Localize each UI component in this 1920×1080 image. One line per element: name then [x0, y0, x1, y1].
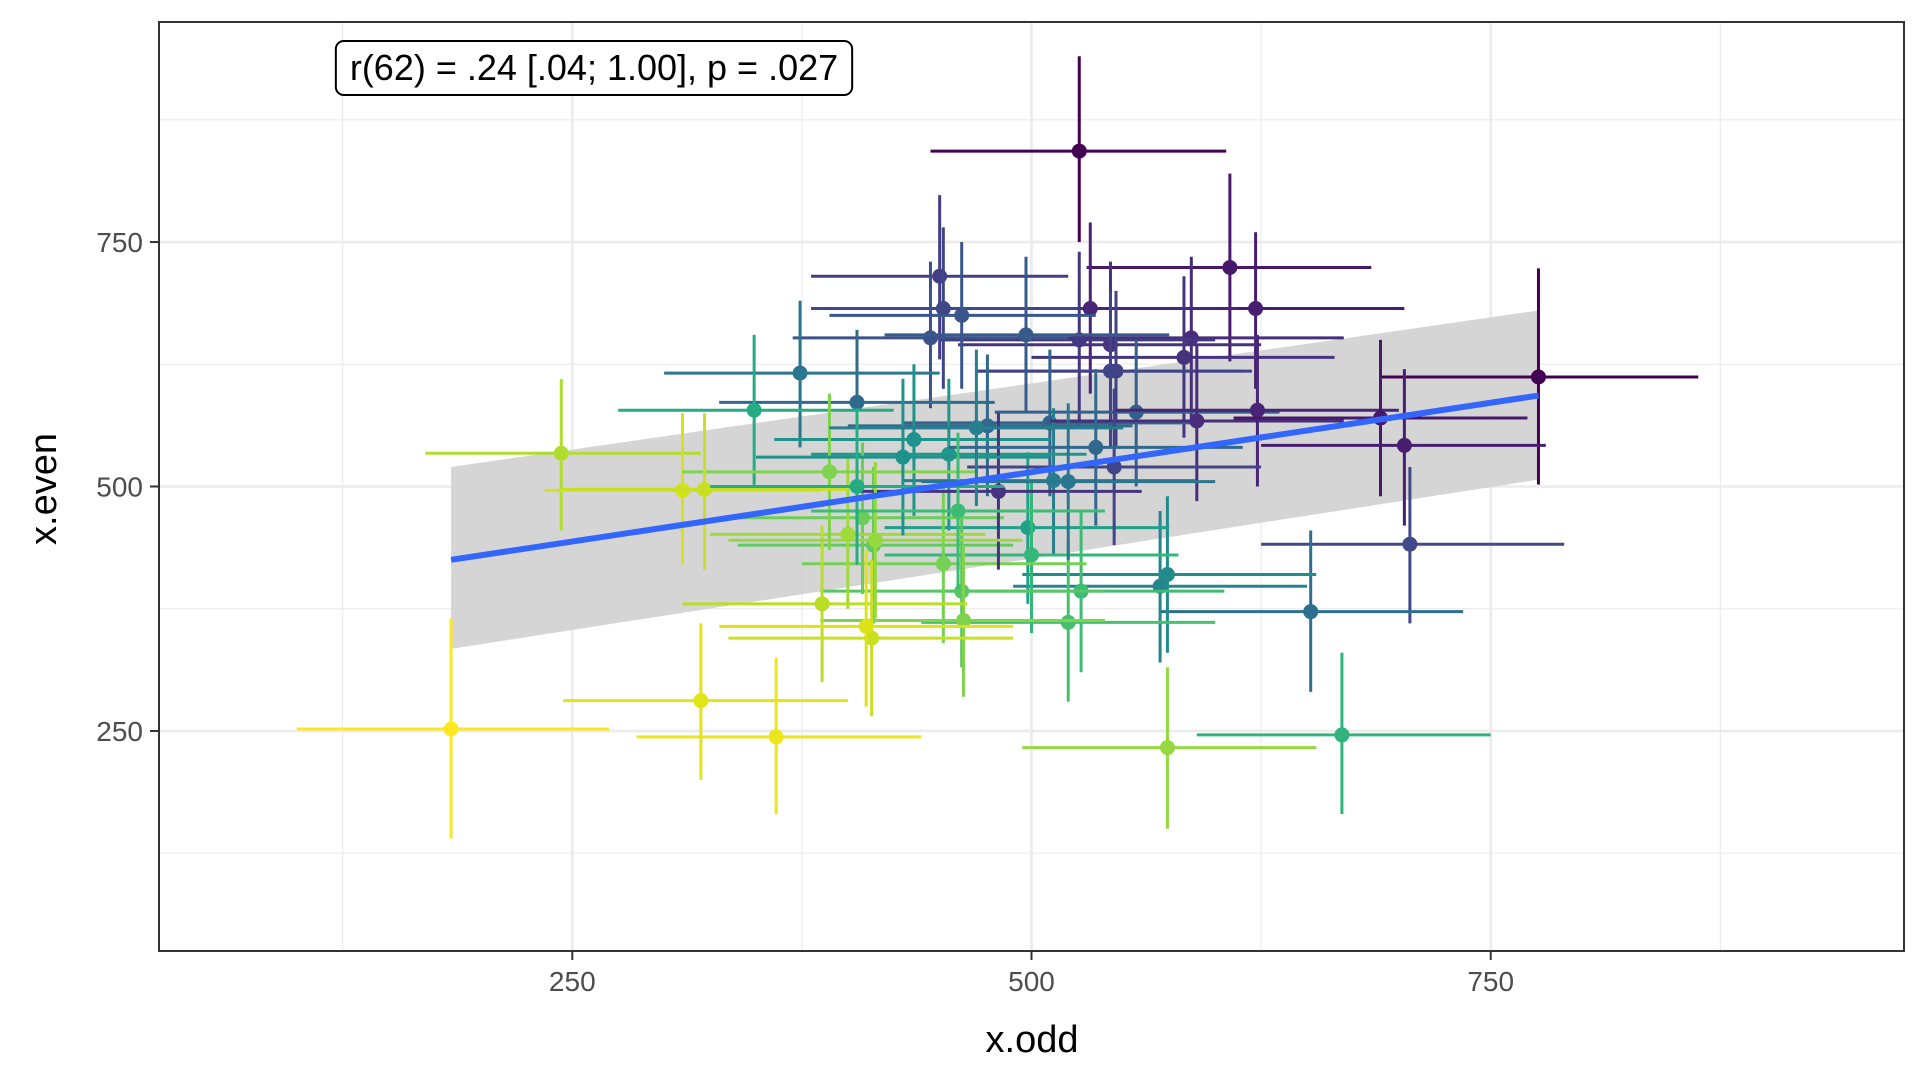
data-point [956, 612, 972, 628]
trend-line [450, 392, 1539, 563]
data-point-group [682, 525, 968, 683]
correlation-annotation: r(62) = .24 [.04; 1.00], p = .027 [334, 40, 854, 96]
data-point [1020, 520, 1036, 536]
data-point-group [296, 618, 610, 839]
data-point-group [829, 242, 1096, 389]
data-point [1159, 740, 1175, 756]
data-point [954, 583, 970, 599]
y-axis-title: x.even [23, 433, 65, 545]
data-point-group [1380, 268, 1699, 485]
data-point [814, 596, 830, 612]
data-point-group [811, 227, 1078, 389]
data-point-group [664, 300, 940, 448]
data-point [1183, 330, 1199, 346]
data-point-group [425, 378, 701, 531]
data-point-group [1196, 652, 1491, 815]
data-points-layer [296, 56, 1699, 839]
data-point [1530, 369, 1546, 385]
data-point-group [728, 559, 1014, 717]
data-point-group [719, 550, 1014, 707]
data-point [1071, 143, 1087, 159]
data-point [1176, 349, 1192, 365]
data-point [1088, 439, 1104, 455]
trend-line-layer [450, 392, 1539, 563]
data-point [1082, 301, 1098, 317]
data-point-group [1114, 334, 1399, 487]
data-point-group [618, 334, 894, 487]
data-point-group [1022, 496, 1317, 653]
data-point [840, 526, 856, 542]
data-point [1102, 363, 1118, 379]
data-point [768, 729, 784, 745]
data-point [867, 532, 883, 548]
data-point [849, 394, 865, 410]
annotation-box [334, 40, 854, 96]
data-point [1396, 437, 1412, 453]
data-point-group [811, 432, 1105, 590]
data-point [954, 307, 970, 323]
data-point [1159, 567, 1175, 583]
data-point-group [1086, 173, 1372, 362]
data-point-group [801, 486, 1087, 643]
y-tick-label: 250 [96, 716, 143, 747]
data-point [1060, 614, 1076, 630]
data-point [1018, 327, 1034, 343]
data-point [1402, 536, 1418, 552]
data-point [858, 618, 874, 634]
data-point [906, 432, 922, 448]
x-axis-title: x.odd [986, 1019, 1079, 1061]
data-point [968, 420, 984, 436]
data-point-group [710, 457, 986, 609]
data-point [1334, 727, 1350, 743]
data-point [895, 449, 911, 465]
x-tick-label: 250 [549, 966, 596, 997]
data-point [443, 721, 459, 737]
data-point [1249, 402, 1265, 418]
data-point-group [563, 413, 848, 570]
data-point [746, 402, 762, 418]
data-point [935, 301, 951, 317]
data-point [1128, 404, 1144, 420]
data-point [697, 481, 713, 497]
data-point [932, 268, 948, 284]
data-point [1189, 413, 1205, 429]
data-point-group [682, 393, 977, 551]
x-tick-label: 500 [1008, 966, 1055, 997]
data-point [1222, 259, 1238, 275]
data-point-group [884, 256, 1170, 414]
annotation-text: r(62) = .24 [.04; 1.00], p = .027 [350, 47, 838, 88]
data-point-group [1022, 667, 1317, 829]
data-point [922, 330, 938, 346]
data-point-group [994, 339, 1280, 487]
axis-ticks-layer: 250 500 750 250 500 750 [96, 227, 1514, 997]
data-point [950, 503, 966, 519]
data-point-group [755, 378, 1050, 536]
y-tick-label: 750 [96, 227, 143, 258]
data-point [941, 446, 957, 462]
data-point-group [563, 623, 848, 780]
data-point [1303, 604, 1319, 620]
data-point-group [728, 462, 1023, 619]
data-point-group [884, 481, 1179, 634]
data-point [1024, 547, 1039, 563]
data-point-group [939, 251, 1216, 428]
y-tick-label: 500 [96, 472, 143, 503]
data-point [1060, 474, 1076, 490]
data-point-group [930, 56, 1227, 243]
data-point-group [636, 657, 922, 815]
data-point [1248, 301, 1264, 317]
data-point [849, 479, 865, 494]
data-point [821, 464, 837, 480]
x-tick-label: 750 [1467, 966, 1514, 997]
data-point [864, 630, 880, 646]
data-point [855, 510, 871, 526]
data-point-group [1261, 369, 1546, 526]
data-point [792, 365, 808, 381]
data-point-group [1049, 344, 1344, 502]
data-point [935, 556, 951, 572]
data-point [693, 693, 709, 709]
data-point [553, 445, 569, 461]
data-point-group [1160, 530, 1464, 692]
